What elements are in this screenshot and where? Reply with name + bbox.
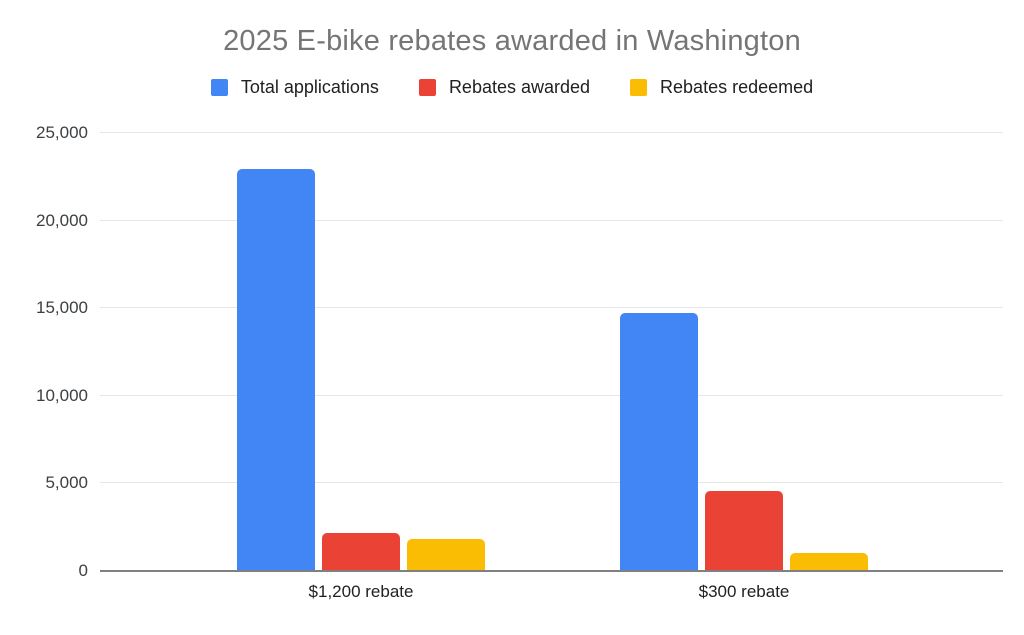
gridline — [100, 219, 1003, 221]
legend-swatch-total-applications — [210, 79, 228, 96]
legend-item-rebates-redeemed: Rebates redeemed — [630, 77, 813, 98]
bar-rebates-awarded-1-200-rebate — [322, 533, 400, 570]
y-axis-tick-label: 15,000 — [36, 298, 88, 318]
legend-label: Total applications — [240, 77, 379, 97]
y-axis-tick-label: 10,000 — [36, 385, 88, 405]
bar-rebates-awarded-300-rebate — [705, 491, 783, 570]
y-axis-tick-label: 20,000 — [36, 210, 88, 230]
gridline — [100, 394, 1003, 396]
x-axis-category-label: $1,200 rebate — [308, 582, 414, 601]
bar-total-applications-1-200-rebate — [237, 168, 315, 570]
bar-group-300-rebate — [620, 312, 868, 570]
x-axis-category-label: $300 rebate — [698, 582, 790, 601]
y-axis-tick-label: 25,000 — [36, 123, 88, 142]
legend-item-rebates-awarded: Rebates awarded — [418, 77, 591, 98]
x-axis-line — [100, 570, 1003, 572]
y-axis-tick-label: 5,000 — [45, 473, 88, 493]
gridline — [100, 132, 1003, 133]
legend-label: Rebates awarded — [448, 77, 591, 97]
bar-rebates-redeemed-300-rebate — [790, 552, 868, 570]
chart-legend: Total applications Rebates awarded Rebates… — [0, 77, 1024, 98]
legend-swatch-rebates-awarded — [418, 79, 436, 96]
bar-group-1-200-rebate — [237, 168, 485, 570]
bar-total-applications-300-rebate — [620, 312, 698, 570]
legend-item-total-applications: Total applications — [210, 77, 379, 98]
bar-rebates-redeemed-1-200-rebate — [407, 538, 485, 570]
legend-label: Rebates redeemed — [660, 77, 814, 97]
y-axis-tick-label: 0 — [78, 561, 88, 580]
gridline — [100, 307, 1003, 309]
legend-swatch-rebates-redeemed — [630, 79, 648, 96]
plot-area: 0 5,000 10,000 15,000 20,000 25,000 $1,200 reb… — [0, 123, 1003, 601]
chart-title: 2025 E-bike rebates awarded in Washingto… — [223, 25, 801, 57]
gridline — [100, 482, 1003, 484]
